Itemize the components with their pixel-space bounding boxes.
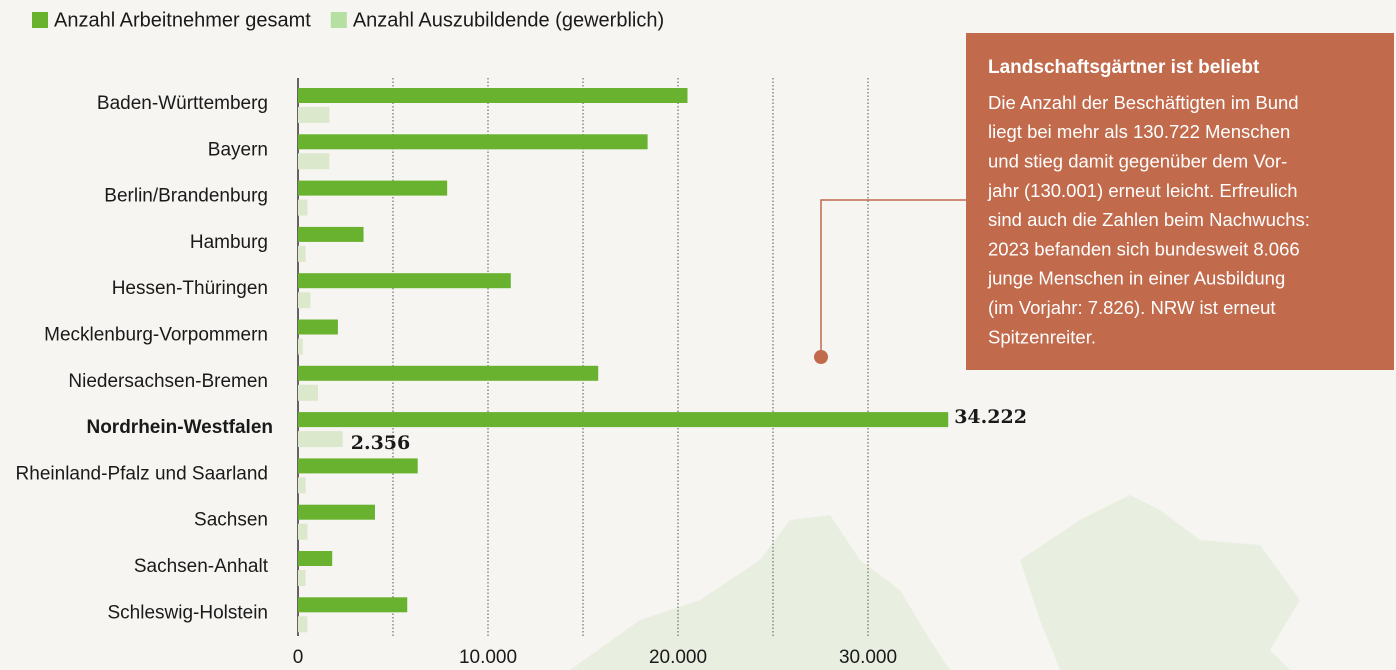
x-tick-label: 10.000 bbox=[459, 647, 517, 668]
legend-label: Anzahl Auszubildende (gewerblich) bbox=[353, 9, 664, 31]
data-label: 34.222 bbox=[954, 406, 1027, 428]
bar bbox=[298, 504, 375, 520]
category-label: Rheinland-Pfalz und Saarland bbox=[16, 463, 268, 484]
annotation-box bbox=[966, 33, 1394, 370]
bar bbox=[298, 226, 364, 242]
bar bbox=[298, 292, 311, 309]
bar bbox=[298, 477, 306, 494]
bar bbox=[298, 616, 308, 633]
bar bbox=[298, 384, 318, 401]
bar bbox=[298, 245, 306, 262]
x-tick-label: 30.000 bbox=[839, 647, 897, 668]
category-label: Schleswig-Holstein bbox=[107, 602, 268, 623]
annotation-title: Landschaftsgärtner ist beliebt bbox=[988, 57, 1260, 78]
bar bbox=[298, 134, 648, 150]
x-tick-label: 20.000 bbox=[649, 647, 707, 668]
category-label: Sachsen-Anhalt bbox=[134, 556, 269, 577]
bar bbox=[298, 412, 949, 428]
annotation-text: und stieg damit gegenüber dem Vor- bbox=[988, 150, 1287, 171]
connector-dot bbox=[814, 350, 828, 364]
annotation-text: Spitzenreiter. bbox=[988, 326, 1096, 347]
annotation-text: (im Vorjahr: 7.826). NRW ist erneut bbox=[988, 297, 1276, 318]
annotation-text: 2023 befanden sich bundesweit 8.066 bbox=[988, 238, 1300, 259]
category-label: Niedersachsen-Bremen bbox=[68, 371, 268, 392]
annotation-text: sind auch die Zahlen beim Nachwuchs: bbox=[988, 209, 1310, 230]
category-label: Mecklenburg-Vorpommern bbox=[44, 325, 268, 346]
category-label: Bayern bbox=[208, 139, 268, 160]
annotation-text: Die Anzahl der Beschäftigten im Bund bbox=[988, 92, 1299, 113]
annotation-text: jahr (130.001) erneut leicht. Erfreulich bbox=[987, 180, 1298, 201]
bar bbox=[298, 273, 511, 289]
bar bbox=[298, 338, 303, 355]
bar bbox=[298, 551, 333, 566]
connector bbox=[820, 199, 968, 357]
category-label: Berlin/Brandenburg bbox=[104, 186, 268, 207]
bar bbox=[298, 458, 418, 474]
category-label: Baden-Württemberg bbox=[97, 93, 268, 114]
category-label: Hessen-Thüringen bbox=[112, 278, 268, 299]
bar bbox=[298, 570, 306, 586]
annotation-text: liegt bei mehr als 130.722 Menschen bbox=[988, 121, 1290, 142]
bar bbox=[298, 199, 308, 216]
x-tick-label: 0 bbox=[293, 647, 304, 668]
data-label: 2.356 bbox=[351, 432, 411, 454]
category-label: Nordrhein-Westfalen bbox=[86, 417, 273, 438]
legend-swatch bbox=[32, 12, 48, 28]
bar bbox=[298, 180, 448, 196]
annotation-text: junge Menschen in einer Ausbildung bbox=[987, 268, 1285, 289]
legend-label: Anzahl Arbeitnehmer gesamt bbox=[54, 9, 311, 31]
bar bbox=[298, 523, 308, 540]
bar bbox=[298, 365, 599, 381]
category-label: Hamburg bbox=[190, 232, 268, 253]
map-decoration bbox=[570, 495, 1300, 670]
bar bbox=[298, 597, 408, 613]
bar bbox=[298, 319, 338, 335]
bar bbox=[298, 88, 688, 103]
bar bbox=[298, 107, 330, 123]
category-label: Sachsen bbox=[194, 510, 268, 531]
bar bbox=[298, 431, 343, 448]
bar bbox=[298, 153, 330, 170]
legend-swatch bbox=[330, 12, 347, 28]
